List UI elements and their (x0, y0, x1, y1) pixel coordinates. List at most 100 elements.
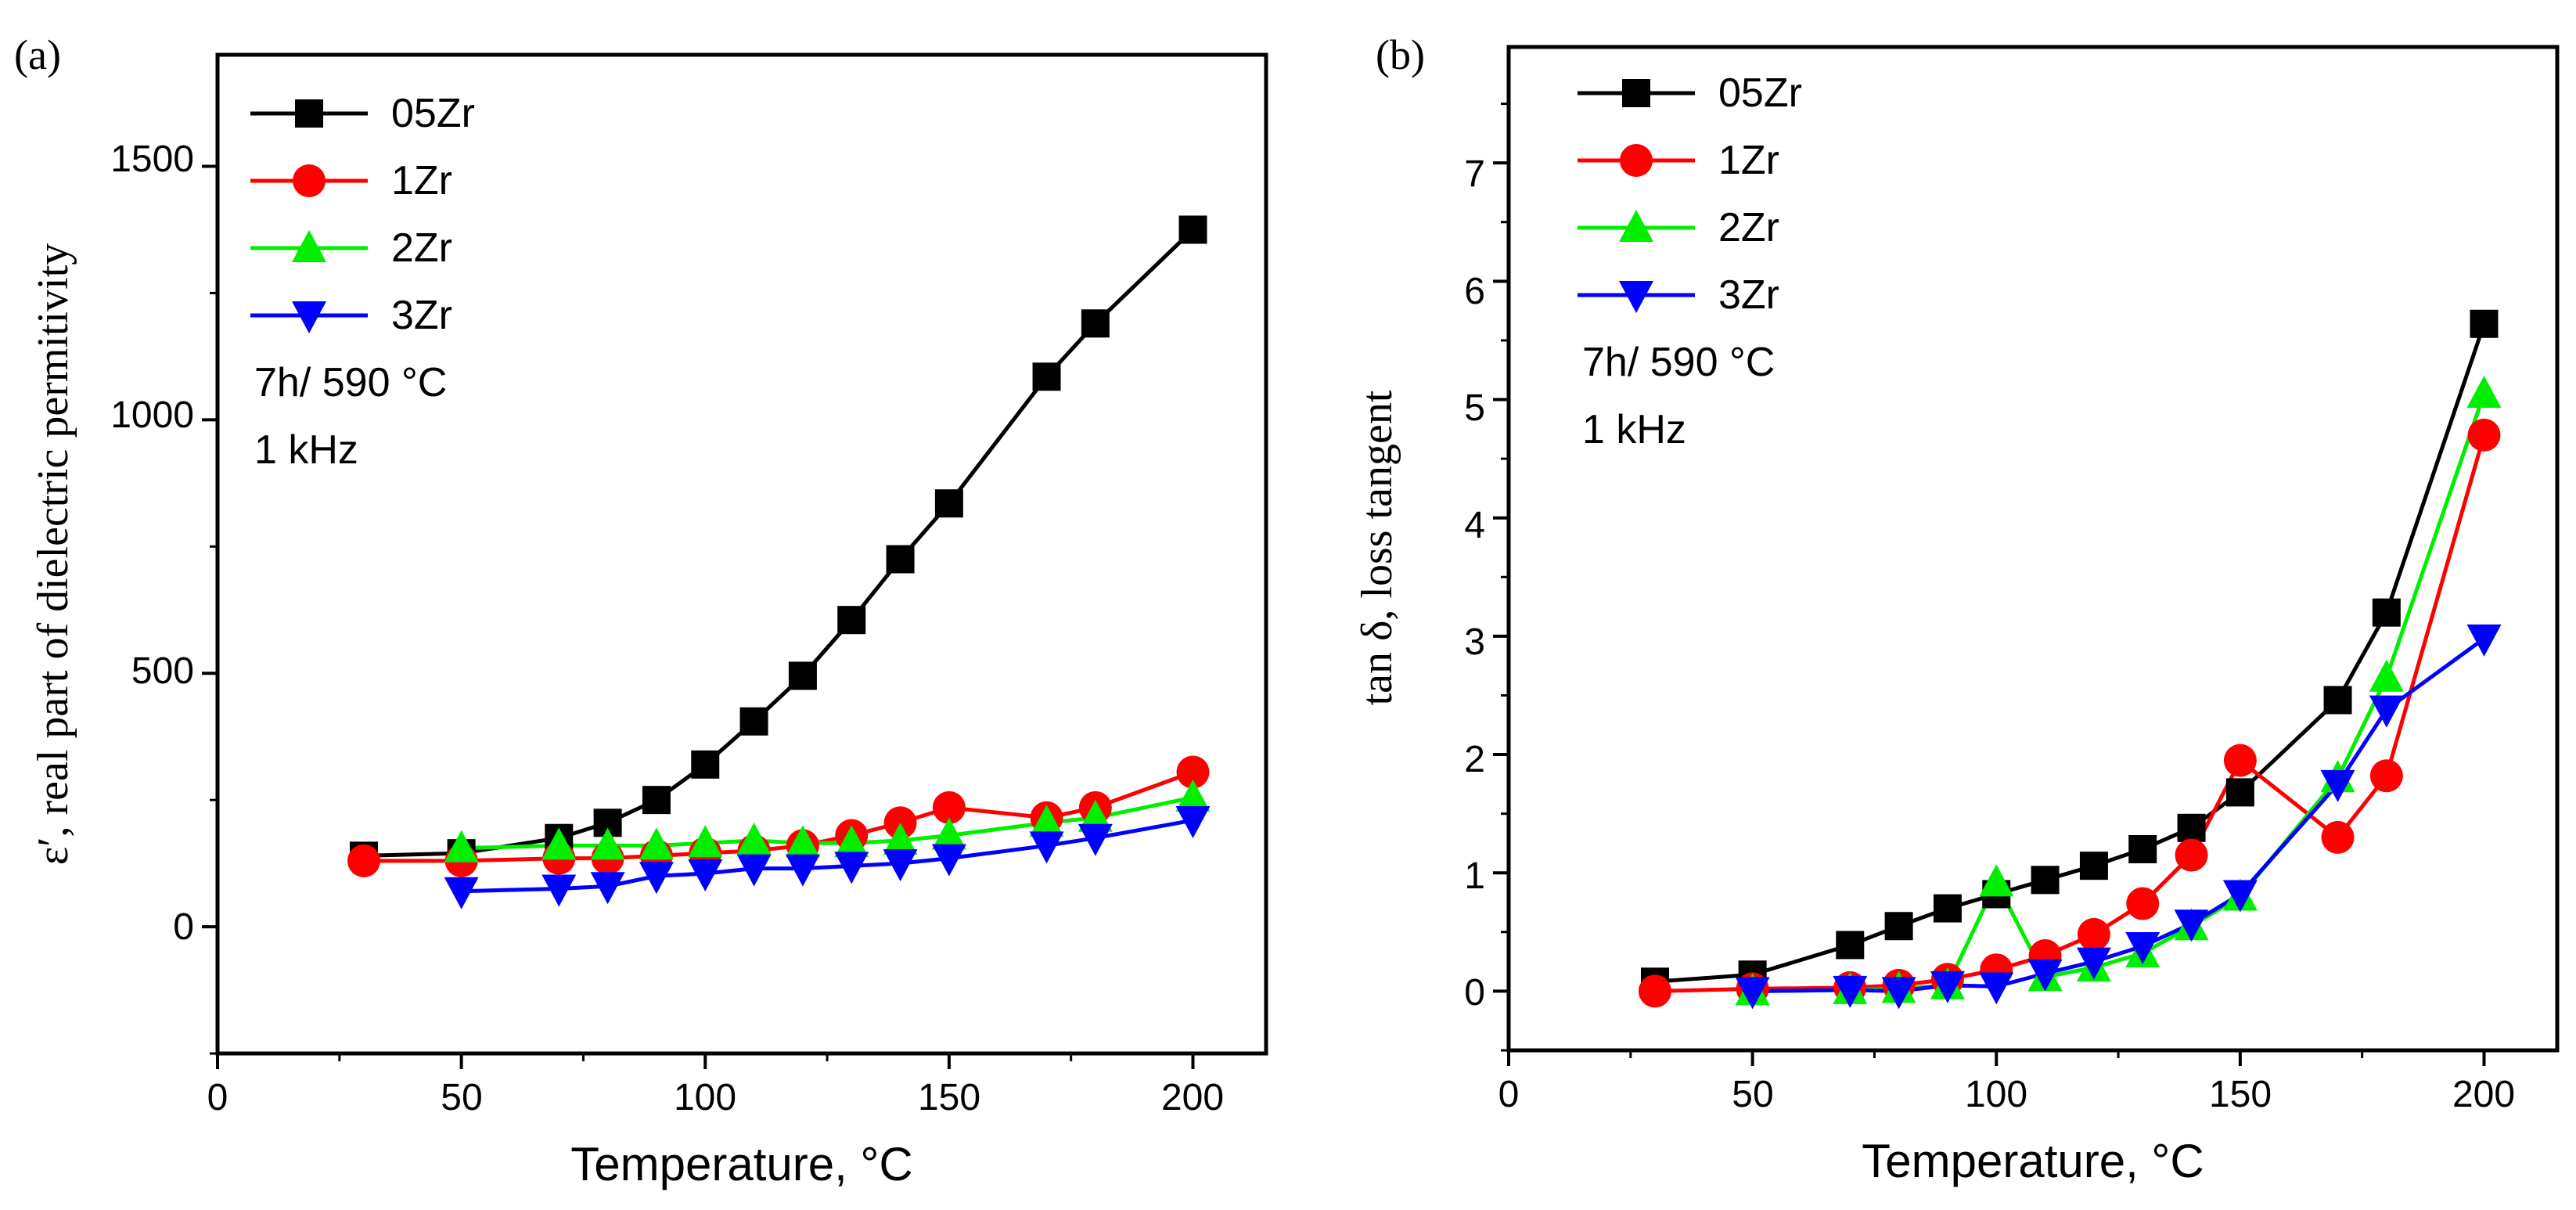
panel-a-plot-frame (215, 52, 1268, 1056)
panel-b-point-3zr (1979, 972, 2014, 1005)
panel-b-plot-frame (1506, 45, 2560, 1053)
panel-b-point-05zr (2177, 813, 2206, 842)
panel-a-point-3zr (1029, 831, 1064, 864)
panel-a-point-2zr (785, 825, 820, 858)
panel-a-point-3zr (931, 844, 966, 877)
panel-b-ytick-label: 6 (1464, 271, 1485, 312)
panel-b-legend-label-3zr: 3Zr (1718, 272, 1779, 318)
panel-a-point-05zr (691, 750, 720, 779)
panel-b-point-3zr (2369, 695, 2404, 728)
panel-a-point-2zr (883, 822, 918, 855)
panel-a-point-05zr (886, 545, 915, 574)
panel-b-legend: 05Zr 1Zr 2Zr 3Zr (1578, 70, 1802, 318)
panel-a-point-2zr (736, 822, 772, 855)
panel-a-point-05zr (934, 489, 963, 518)
panel-b-series-line-2zr (1752, 393, 2486, 993)
panel-b-point-1zr (2467, 418, 2501, 452)
panel-b-point-3zr (2076, 947, 2111, 980)
panel-a-point-3zr (444, 877, 479, 909)
panel-a-point-2zr (590, 827, 625, 860)
panel-b-ytick-label: 4 (1464, 505, 1485, 546)
panel-b-point-3zr (2320, 769, 2355, 802)
panel-b-y-axis-title: tan δ, loss tangent (1353, 390, 1401, 705)
panel-b-xtick-label: 150 (2209, 1074, 2272, 1115)
panel-b-ytick-label: 3 (1464, 621, 1485, 663)
panel-b-legend-label-05zr: 05Zr (1718, 70, 1802, 116)
panel-a-point-2zr (931, 817, 966, 850)
panel-b-xtick-label: 200 (2452, 1074, 2515, 1115)
panel-b-legend-marker-2zr (1619, 210, 1653, 242)
panel-b-point-1zr (1638, 974, 1671, 1008)
panel-a-point-2zr (444, 830, 479, 862)
panel-a-point-2zr (1029, 805, 1064, 837)
panel-b-point-3zr (2466, 624, 2502, 657)
panel-b-point-2zr (2466, 375, 2502, 408)
panel-b-point-3zr (2174, 909, 2209, 942)
panel-b-x-axis-title: Temperature, °C (1862, 1135, 2204, 1187)
panel-b-xtick-label: 50 (1732, 1074, 1773, 1115)
panel-a-legend-label-1zr: 1Zr (391, 158, 452, 203)
panel-b-ytick-label: 5 (1464, 387, 1485, 429)
panel-a-point-2zr (541, 827, 577, 860)
panel-a-ticks (202, 164, 1195, 1069)
panel-a-point-2zr (639, 827, 674, 860)
panel-a-ytick-label: 1500 (110, 139, 194, 180)
panel-b-point-05zr (1933, 894, 1962, 923)
panel-b-point-1zr (2223, 744, 2257, 777)
panel-a-point-2zr (834, 825, 869, 858)
panel-a-annotation-frequency: 1 kHz (254, 427, 358, 473)
panel-b-point-3zr (1881, 977, 1916, 1010)
panel-a-legend-label-05zr: 05Zr (391, 91, 475, 136)
panel-b-point-05zr (2323, 686, 2352, 715)
panel-b-point-05zr (2079, 852, 2108, 880)
panel-b-legend-marker-1zr (1620, 144, 1653, 177)
panel-b-point-3zr (2125, 931, 2160, 964)
panel-a-point-05zr (837, 606, 866, 635)
panel-a-point-3zr (1175, 806, 1211, 839)
panel-a-legend-marker-3zr (292, 301, 326, 333)
panel-b-point-2zr (1979, 864, 2014, 897)
panel-a-point-05zr (788, 661, 817, 690)
panel-b-point-3zr (1735, 977, 1770, 1010)
panel-a-point-05zr (739, 707, 768, 736)
panel-a-legend: 05Zr 1Zr 2Zr 3Zr (250, 91, 475, 338)
panel-b-legend-label-1zr: 1Zr (1718, 138, 1779, 183)
panel-b-point-1zr (2077, 917, 2110, 951)
panel-b-point-3zr (2027, 959, 2063, 992)
panel-a: (a) 0 50 100 150 200 0 500 1000 1500 Tem… (14, 31, 1268, 1190)
panel-b-annotation-condition: 7h/ 590 °C (1582, 340, 1775, 385)
panel-a-legend-marker-2zr (292, 230, 326, 262)
panel-b-point-1zr (2369, 759, 2403, 793)
panel-b-point-3zr (1930, 971, 1965, 1003)
panel-a-series-line-05zr (363, 228, 1195, 858)
panel-a-point-3zr (834, 852, 869, 884)
panel-a-xtick-label: 150 (918, 1077, 980, 1118)
panel-a-point-05zr (642, 786, 671, 815)
panel-a-point-2zr (1175, 779, 1211, 812)
panel-a-series (347, 215, 1211, 909)
panel-a-legend-marker-1zr (293, 164, 326, 197)
panel-b-point-05zr (2225, 778, 2254, 807)
panel-a-point-3zr (688, 859, 723, 892)
panel-a-point-2zr (688, 825, 723, 858)
panel-b-point-2zr (2369, 659, 2404, 692)
panel-b-point-3zr (1833, 975, 1868, 1008)
panel-a-ytick-label: 0 (173, 906, 194, 948)
panel-b-ytick-label: 7 (1464, 153, 1485, 195)
panel-a-annotation-condition: 7h/ 590 °C (254, 360, 447, 405)
panel-a-point-3zr (883, 849, 918, 882)
panel-b-point-05zr (1884, 912, 1913, 941)
panel-b-series-line-05zr (1654, 322, 2486, 984)
panel-a-point-1zr (347, 844, 380, 877)
panel-a-ytick-label: 500 (131, 650, 194, 692)
panel-b-point-3zr (2222, 880, 2258, 913)
panel-a-point-3zr (590, 872, 625, 905)
panel-a-point-2zr (1078, 799, 1113, 832)
panel-b-ytick-label: 0 (1464, 972, 1485, 1014)
panel-b-ytick-label: 2 (1464, 739, 1485, 780)
panel-b-xtick-label: 0 (1498, 1074, 1520, 1115)
panel-b-point-1zr (2126, 887, 2160, 920)
panel-b-point-05zr (1836, 931, 1865, 960)
panel-b-annotation-frequency: 1 kHz (1582, 407, 1686, 452)
